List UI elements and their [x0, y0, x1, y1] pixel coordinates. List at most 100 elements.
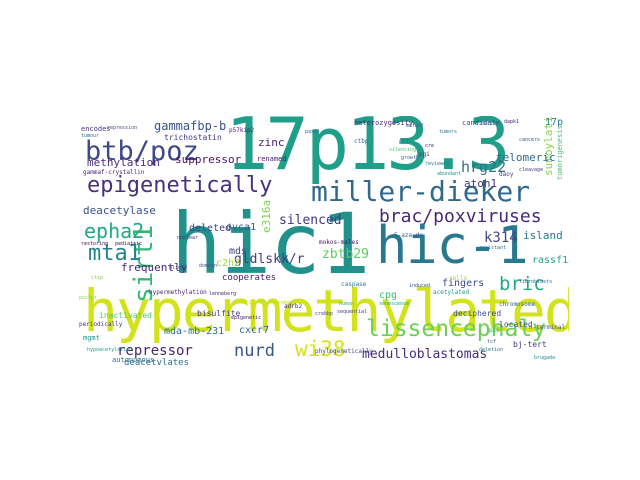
word-cloud-term: deletion — [479, 347, 504, 353]
word-cloud-term: human — [339, 301, 355, 307]
word-cloud-term: 17p — [545, 117, 564, 128]
word-cloud-term: tumors — [439, 129, 458, 135]
word-cloud-term: nuclear — [177, 235, 199, 241]
word-cloud-term: hic1 — [171, 195, 370, 293]
word-cloud-term: deciphered — [453, 309, 502, 318]
word-cloud-term: silenced — [279, 213, 342, 228]
word-cloud-term: brugada — [534, 355, 556, 361]
word-cloud-term: ctip — [91, 275, 104, 281]
word-cloud-term: candidate — [462, 119, 500, 127]
word-cloud-term: lenneberg — [209, 291, 237, 297]
word-cloud-term: deleted — [189, 223, 232, 234]
word-cloud-term: inactivated — [99, 311, 152, 320]
word-cloud-term: phylogenetically — [315, 348, 373, 355]
word-cloud-term: pocket — [79, 295, 98, 301]
word-cloud-term: cer1 — [481, 121, 494, 127]
word-cloud-term: restoring — [81, 241, 109, 247]
word-cloud-term: cgi — [419, 151, 430, 158]
word-cloud-term: suppressor — [175, 153, 242, 166]
word-cloud-term: sequential — [337, 309, 368, 315]
word-cloud-term: epha2 — [84, 219, 145, 243]
word-cloud-term: mds — [229, 246, 248, 257]
word-cloud-term: gldlskk/r — [234, 252, 305, 267]
word-cloud-term: induced — [409, 283, 431, 289]
word-cloud-term: dapk1 — [504, 119, 520, 125]
word-cloud-term: glioma — [169, 265, 188, 271]
word-cloud-term: epigenetically — [87, 173, 273, 198]
word-cloud-term: acetylated — [433, 289, 470, 296]
word-cloud-term: mta1 — [88, 241, 141, 266]
word-cloud-term: daoy — [499, 171, 514, 178]
word-cloud-term: cells — [449, 275, 468, 282]
word-cloud-term: repression — [107, 125, 138, 131]
word-cloud-term: sirt1-dependent — [249, 300, 295, 306]
word-cloud-term: cancers — [519, 137, 541, 143]
word-cloud-term: methylation — [87, 156, 160, 169]
word-cloud-term: hypoacetylation — [87, 347, 133, 353]
word-cloud-term: autonomous — [112, 356, 155, 364]
word-cloud-term: atoh1 — [464, 177, 498, 190]
word-cloud-term: lissencephaly — [366, 316, 547, 342]
word-cloud-term: zbtb29 — [322, 247, 369, 262]
word-cloud-term: 5-aza-dc — [394, 232, 423, 239]
word-cloud-term: caspase — [341, 281, 367, 288]
word-cloud-term: p57kip2 — [229, 127, 255, 134]
word-cloud-term: mutant — [406, 123, 425, 129]
word-cloud-term: senescence — [379, 301, 410, 307]
word-cloud-term: hypermethylation — [149, 289, 207, 296]
word-cloud-term: reviewed — [425, 161, 450, 167]
word-cloud-term: cre — [425, 143, 435, 149]
word-cloud-term: zinc — [258, 136, 285, 149]
word-cloud-term: hypermethylated — [83, 277, 569, 345]
word-cloud-term: periodically — [79, 321, 123, 328]
word-cloud-term: brac/poxviruses — [379, 206, 542, 227]
word-cloud-term: cpg — [379, 290, 398, 301]
word-cloud-term: heterozygosity — [354, 119, 414, 127]
word-cloud-term: hrg22 — [461, 158, 507, 176]
word-cloud-term: frequently — [121, 261, 188, 274]
word-cloud-term: epigenetic — [231, 315, 262, 321]
word-cloud-term: cooperates — [222, 273, 277, 283]
word-cloud-term: miller-dieker — [311, 175, 531, 208]
word-cloud-term: silencing — [389, 147, 417, 153]
word-cloud-term: pediatric — [115, 241, 143, 247]
word-cloud-term: k314 — [484, 230, 518, 246]
word-cloud-term: fingers — [442, 278, 485, 289]
word-cloud-term: repressor — [117, 343, 193, 359]
word-cloud-term: mokos-males — [319, 239, 359, 246]
word-cloud-term: nurd — [234, 341, 275, 361]
word-cloud-term: abundant — [437, 171, 462, 177]
word-cloud-term: trichostatin — [164, 133, 222, 142]
word-cloud-term: tumorigenesis — [556, 125, 564, 180]
word-cloud-term: telomeric — [496, 151, 556, 164]
word-cloud-term: e316a — [260, 199, 273, 233]
word-cloud-term: chromosome — [499, 301, 536, 308]
word-cloud-term: mgmt — [83, 334, 100, 342]
word-cloud-term: bj-tert — [513, 340, 547, 349]
word-cloud-term: gammaf-crystallin — [83, 169, 145, 176]
word-cloud-term: pax6 — [305, 129, 318, 135]
word-cloud-term: tcf — [487, 339, 497, 345]
word-cloud-term: island — [523, 229, 563, 242]
word-cloud-term: medulloblastomas — [362, 347, 488, 362]
word-cloud-term: tumour — [81, 133, 100, 139]
word-cloud-term: growth — [401, 155, 420, 161]
word-cloud-term: 17p13.3 — [225, 116, 510, 186]
word-cloud-term: wi38 — [295, 337, 346, 361]
word-cloud-term: renamed — [257, 155, 287, 163]
word-cloud-term: c2h2 — [216, 258, 241, 269]
word-cloud-term: resistant — [479, 245, 507, 251]
word-cloud-term: hic-1 — [376, 216, 529, 276]
word-cloud-term: bisulfite — [197, 309, 241, 318]
word-cloud-term: btb/poz — [85, 136, 199, 167]
word-cloud-term: crebbp — [315, 311, 334, 317]
word-cloud: hic1 hypermethylated 17p13.3 hic-1 mille… — [79, 116, 569, 365]
word-cloud-term: cleavage — [519, 167, 544, 173]
word-cloud-term: fibroblasts — [519, 279, 553, 285]
word-cloud-term: bric — [499, 273, 545, 295]
word-cloud-term: located — [499, 320, 533, 329]
word-cloud-term: ovca1 — [226, 222, 257, 233]
word-cloud-term: gammafbp-b — [154, 119, 227, 133]
word-cloud-term: p16 — [489, 327, 500, 334]
word-cloud-term: deacetylase — [83, 204, 156, 217]
